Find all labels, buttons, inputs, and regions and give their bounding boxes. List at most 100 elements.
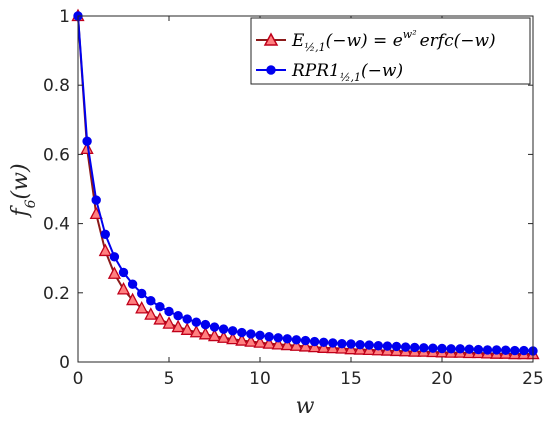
data-point-triangle: [262, 336, 276, 349]
data-point-circle: [328, 338, 338, 348]
data-point-circle: [482, 345, 493, 355]
data-point-circle: [100, 229, 111, 240]
x-tick-label: 20: [431, 369, 453, 389]
data-point-circle: [373, 341, 383, 351]
data-point-circle: [191, 317, 202, 327]
data-point-circle: [218, 324, 229, 334]
data-point-triangle: [298, 339, 313, 352]
data-point-triangle: [116, 281, 131, 295]
data-point-triangle: [107, 266, 121, 279]
legend-box: [250, 17, 531, 85]
data-point-circle: [273, 333, 283, 343]
x-tick-label: 5: [164, 369, 175, 389]
data-point-circle: [200, 319, 211, 330]
y-tick-label: 0.4: [43, 215, 70, 235]
data-point-triangle: [189, 324, 203, 338]
data-point-circle: [246, 329, 256, 339]
data-point-circle: [510, 345, 520, 356]
y-axis-label: f6(w): [8, 163, 39, 218]
data-point-triangle: [280, 337, 294, 351]
legend: E½,1(−w) = ew² erfc(−w) RPR1½,1(−w): [250, 17, 531, 85]
legend-entry-series-2: RPR1½,1(−w): [256, 61, 403, 84]
data-point-circle: [146, 296, 156, 306]
data-point-circle: [82, 136, 92, 146]
data-point-circle: [228, 326, 238, 336]
axes: 0 5 10 15 20 25 0 0.2 0.4 0.6 0.8 1: [43, 7, 544, 389]
data-point-triangle: [98, 243, 112, 257]
data-point-circle: [182, 314, 192, 324]
data-point-circle: [127, 279, 138, 289]
series-1: [71, 8, 540, 360]
legend-entry-series-1: E½,1(−w) = ew² erfc(−w): [256, 28, 496, 54]
data-point-triangle: [226, 331, 240, 345]
data-point-circle: [391, 341, 402, 352]
data-point-circle: [400, 342, 411, 352]
data-point-circle: [464, 344, 474, 354]
data-point-circle: [164, 306, 174, 317]
data-point-triangle: [153, 312, 167, 325]
series-2: [73, 11, 538, 356]
data-point-circle: [255, 330, 265, 341]
data-point-triangle: [135, 300, 149, 314]
y-tick-label: 1: [59, 7, 70, 27]
data-point-triangle: [126, 292, 140, 306]
data-point-triangle: [217, 330, 231, 343]
data-point-circle: [337, 338, 347, 349]
data-point-triangle: [207, 328, 222, 342]
data-point-circle: [319, 337, 329, 347]
data-point-circle: [264, 332, 274, 342]
data-point-triangle: [198, 326, 212, 340]
legend-marker-circle: [266, 65, 276, 75]
x-tick-label: 10: [249, 369, 271, 389]
data-point-circle: [501, 345, 511, 355]
data-point-circle: [437, 343, 447, 354]
data-point-triangle: [244, 334, 258, 347]
data-point-triangle: [80, 141, 94, 155]
y-tick-label: 0.8: [43, 76, 70, 96]
data-point-circle: [355, 340, 365, 350]
data-point-circle: [155, 301, 165, 312]
data-point-circle: [109, 252, 120, 262]
data-point-circle: [137, 288, 147, 299]
data-point-triangle: [162, 316, 176, 329]
data-point-circle: [519, 345, 529, 356]
data-point-circle: [291, 335, 302, 345]
data-point-circle: [173, 310, 183, 321]
data-point-circle: [309, 336, 320, 347]
axes-frame: [77, 15, 534, 363]
y-tick-label: 0.2: [43, 284, 70, 304]
data-point-circle: [91, 195, 101, 205]
legend-marker-triangle: [263, 32, 279, 46]
data-point-circle: [300, 335, 311, 346]
data-point-circle: [364, 340, 374, 350]
data-point-circle: [455, 344, 465, 354]
data-point-triangle: [271, 336, 285, 350]
y-tick-label: 0: [59, 353, 70, 373]
data-point-triangle: [144, 307, 158, 320]
data-point-triangle: [308, 339, 322, 353]
data-point-circle: [473, 344, 484, 355]
data-point-triangle: [180, 322, 194, 335]
data-point-circle: [446, 344, 456, 354]
data-point-circle: [419, 343, 429, 353]
data-point-circle: [237, 327, 247, 338]
data-point-circle: [282, 334, 292, 344]
data-point-circle: [382, 341, 393, 351]
x-axis-label: w: [296, 394, 315, 419]
data-point-circle: [118, 267, 129, 278]
data-point-circle: [410, 342, 420, 353]
data-point-triangle: [289, 338, 303, 351]
data-point-circle: [209, 322, 220, 332]
data-point-circle: [428, 343, 438, 353]
legend-label-series-1: E½,1(−w) = ew² erfc(−w): [291, 28, 496, 54]
x-tick-label: 0: [73, 369, 84, 389]
data-point-triangle: [235, 333, 249, 346]
plot-area: [71, 8, 540, 360]
data-point-triangle: [171, 319, 185, 333]
data-point-triangle: [317, 340, 331, 353]
x-tick-label: 15: [340, 369, 362, 389]
data-point-circle: [491, 345, 502, 355]
data-point-triangle: [253, 335, 267, 348]
x-tick-label: 25: [522, 369, 544, 389]
